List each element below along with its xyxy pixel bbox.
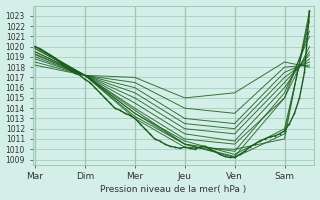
X-axis label: Pression niveau de la mer( hPa ): Pression niveau de la mer( hPa ) xyxy=(100,185,247,194)
